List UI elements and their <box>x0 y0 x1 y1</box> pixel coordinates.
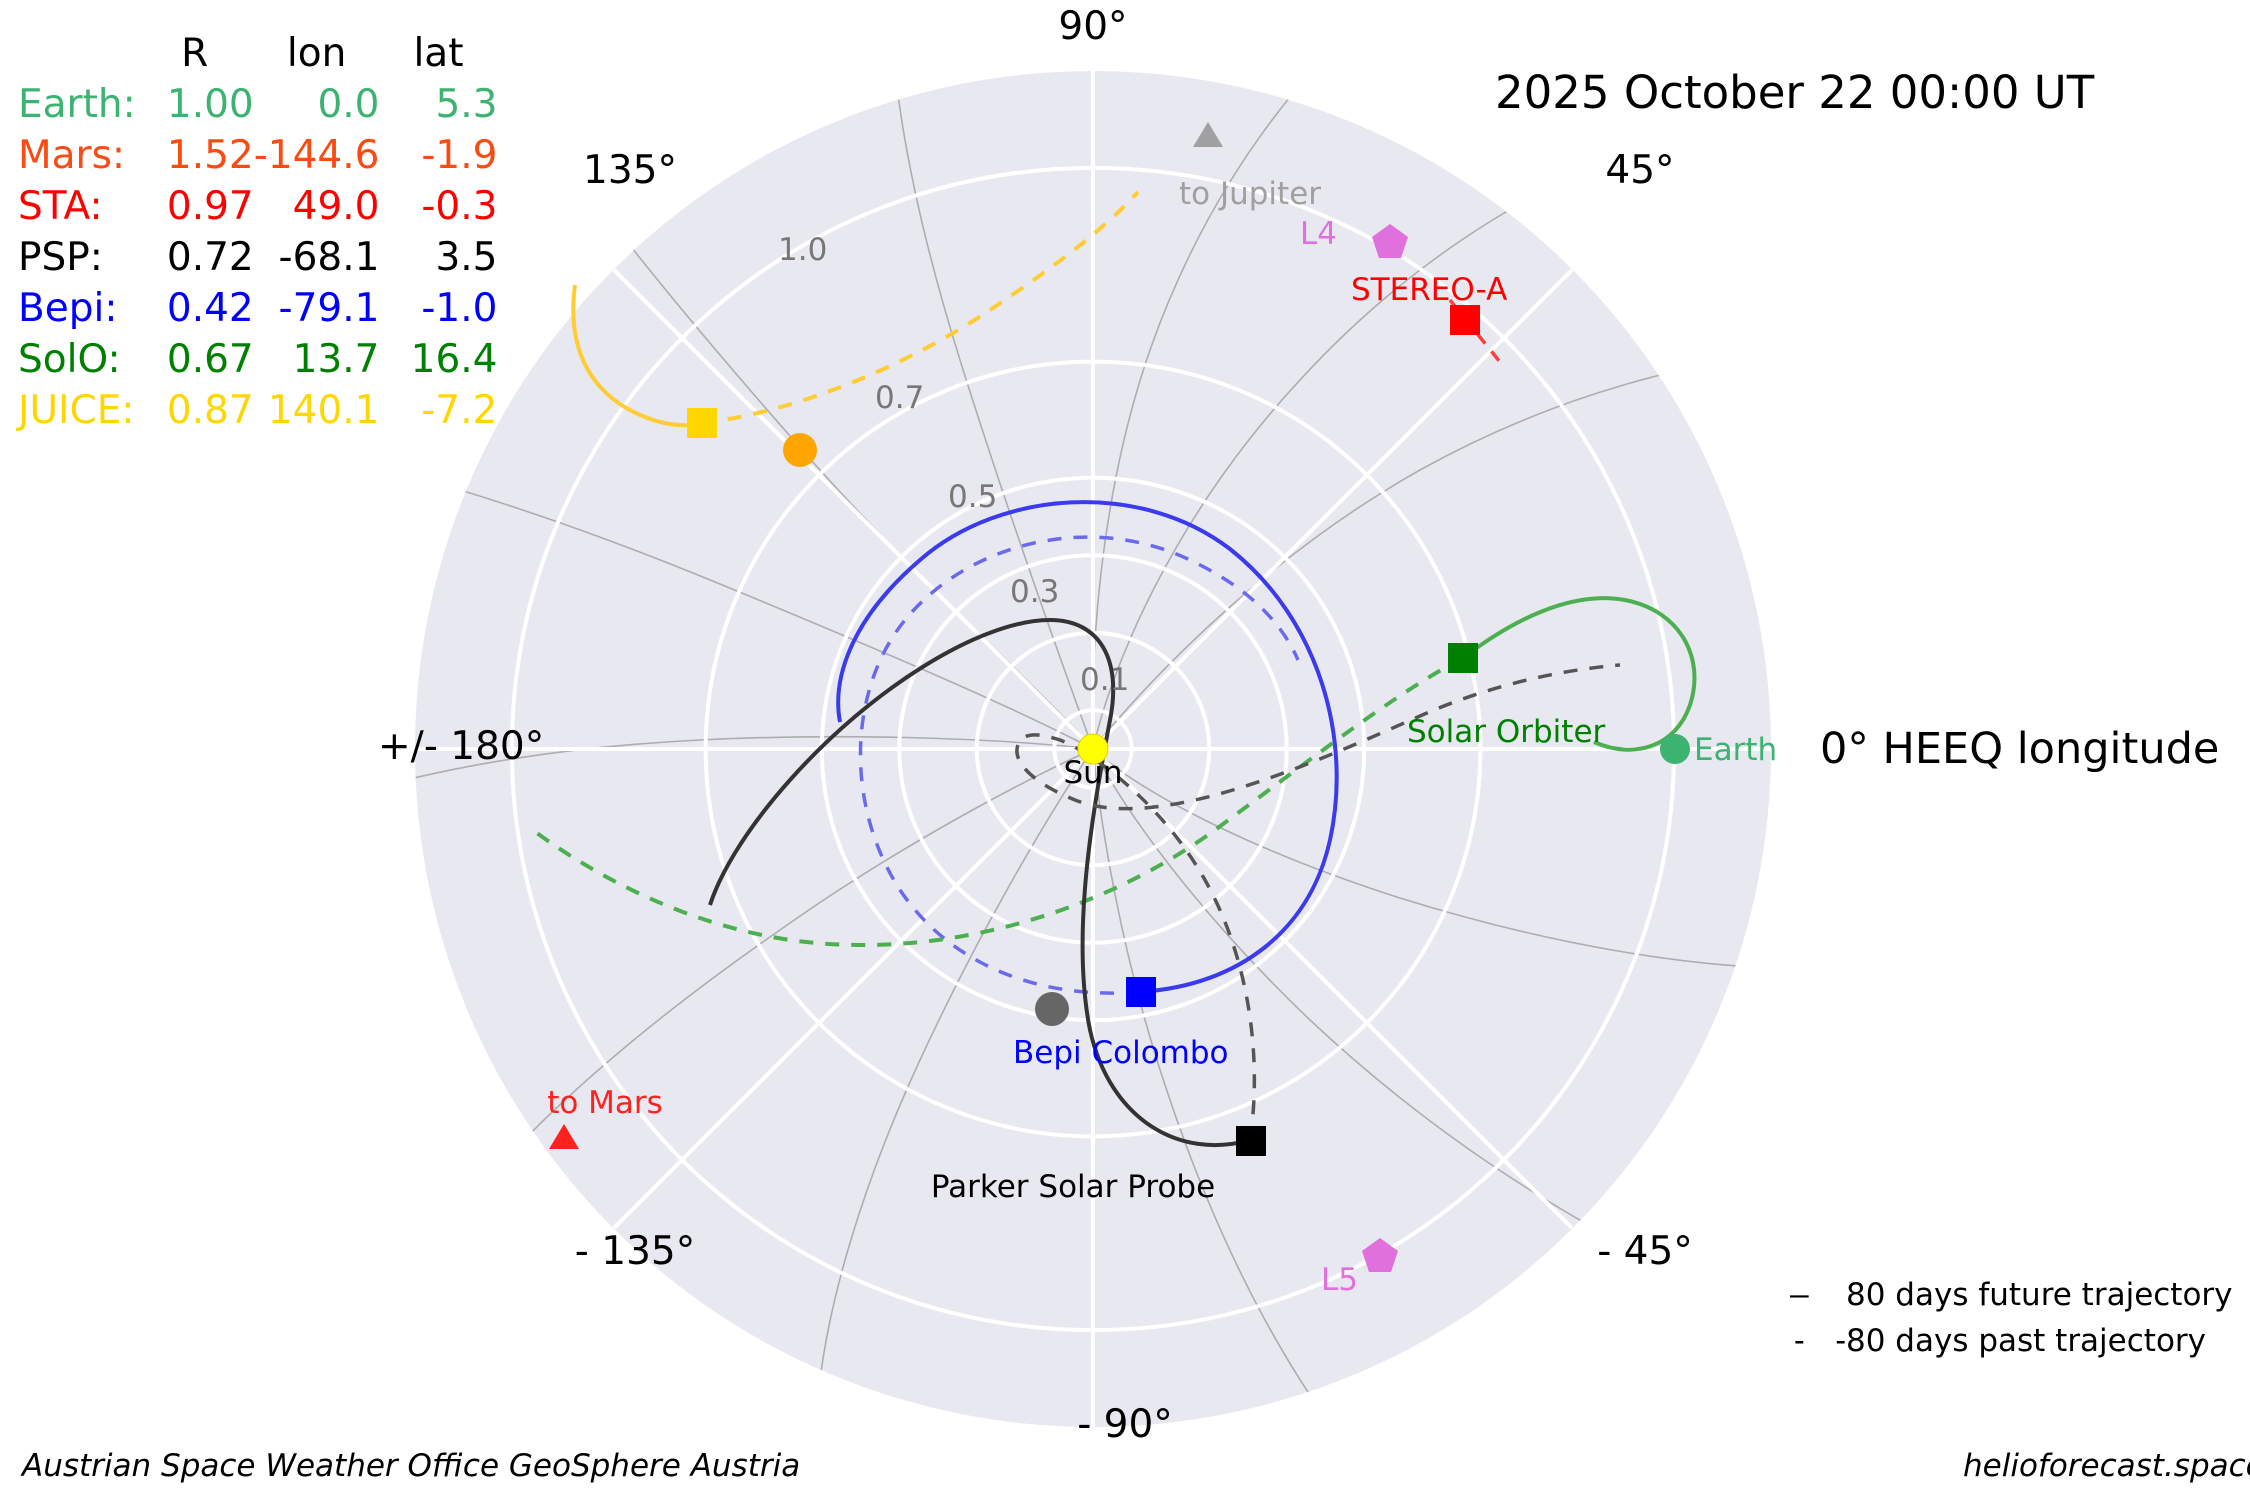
row-lon: 0.0 <box>317 82 380 127</box>
legend-label-past: 80 days past trajectory <box>1846 1323 2206 1359</box>
jupiter-label: to Jupiter <box>1179 176 1321 212</box>
solar-orbiter-marker <box>1448 643 1478 673</box>
row-lat: -1.9 <box>421 133 498 178</box>
l4-label: L4 <box>1300 216 1337 252</box>
stereo-a-label: STEREO-A <box>1351 272 1507 308</box>
table-row: Mars: 1.52 -144.6 -1.9 <box>18 136 497 187</box>
row-name: Earth: <box>18 82 136 127</box>
mars-label: to Mars <box>547 1085 663 1121</box>
psp-marker <box>1236 1126 1266 1156</box>
row-r: 0.87 <box>166 388 254 433</box>
radial-tick-0-3: 0.3 <box>1010 574 1059 610</box>
row-r: 0.97 <box>166 184 254 229</box>
footer-website: helioforecast.space <box>1963 1448 2250 1484</box>
mercury-marker <box>1035 992 1069 1026</box>
mars-marker <box>549 1124 579 1149</box>
row-r: 0.72 <box>166 235 254 280</box>
sun-label: Sun <box>1064 755 1123 791</box>
row-name: STA: <box>18 184 103 229</box>
position-table: R lon lat Earth: 1.00 0.0 5.3 Mars: 1.52 -144.… <box>18 34 497 442</box>
row-name: JUICE: <box>18 388 135 433</box>
legend-label-future: 80 days future trajectory <box>1846 1277 2233 1313</box>
l5-marker <box>1362 1238 1398 1272</box>
row-lat: -0.3 <box>421 184 498 229</box>
trajectory-juice-past <box>701 190 1140 425</box>
row-r: 1.00 <box>166 82 254 127</box>
angle-label: 135° <box>583 148 677 193</box>
row-r: 0.42 <box>166 286 254 331</box>
heeq-axis-caption: 0° HEEQ longitude <box>1820 724 2220 774</box>
juice-marker <box>687 408 717 438</box>
bepi-colombo-label: Bepi Colombo <box>1013 1035 1229 1071</box>
radial-tick-0-1: 0.1 <box>1080 662 1129 698</box>
table-row: PSP: 0.72 -68.1 3.5 <box>18 238 497 289</box>
psp-label: Parker Solar Probe <box>931 1169 1215 1205</box>
row-lat: 16.4 <box>410 337 498 382</box>
angle-label: 45° <box>1605 148 1675 193</box>
radial-tick-labels: 1.0 0.7 0.5 0.3 0.1 <box>778 232 1129 698</box>
legend-row-past: - - 80 days past trajectory <box>1790 1318 2233 1364</box>
earth-label: Earth <box>1694 732 1777 768</box>
row-lon: 140.1 <box>267 388 380 433</box>
row-lon: -79.1 <box>278 286 380 331</box>
table-row: STA: 0.97 49.0 -0.3 <box>18 187 497 238</box>
radial-tick-0-5: 0.5 <box>948 479 997 515</box>
radial-tick-0-7: 0.7 <box>875 380 924 416</box>
jupiter-marker <box>1193 122 1223 147</box>
solar-orbiter-label: Solar Orbiter <box>1407 714 1606 750</box>
row-r: 0.67 <box>166 337 254 382</box>
row-lat: -1.0 <box>421 286 498 331</box>
stereo-a-marker <box>1450 305 1480 335</box>
footer-organization: Austrian Space Weather Office GeoSphere … <box>22 1448 801 1484</box>
dashed-line-icon: - - <box>1790 1323 1852 1359</box>
earth-marker <box>1660 734 1690 764</box>
trajectory-solo-future <box>1461 596 1697 752</box>
row-r: 1.52 <box>166 133 254 178</box>
row-lon: 49.0 <box>292 184 380 229</box>
table-header-row: R lon lat <box>18 34 497 85</box>
legend-row-future: — 80 days future trajectory <box>1790 1272 2233 1318</box>
sun-marker <box>1077 733 1109 765</box>
row-lat: 3.5 <box>435 235 498 280</box>
angle-label: 90° <box>1058 4 1128 49</box>
trajectory-bepi-future <box>836 500 1339 994</box>
angle-label: +/- 180° <box>378 724 545 769</box>
table-header-lon: lon <box>286 31 347 76</box>
trajectory-sta-past <box>1448 298 1502 364</box>
row-name: SolO: <box>18 337 121 382</box>
row-lon: 13.7 <box>292 337 380 382</box>
trajectory-psp-future <box>708 617 1251 1147</box>
table-header-lat: lat <box>413 31 464 76</box>
trajectory-psp-past <box>1015 663 1621 1141</box>
table-row: Earth: 1.00 0.0 5.3 <box>18 85 497 136</box>
l5-label: L5 <box>1321 1262 1358 1298</box>
venus-marker <box>783 433 817 467</box>
solid-line-icon: — <box>1790 1277 1811 1313</box>
table-header-r: R <box>181 31 209 76</box>
row-lat: -7.2 <box>421 388 498 433</box>
row-lon: -144.6 <box>253 133 380 178</box>
row-lat: 5.3 <box>435 82 498 127</box>
bepi-colombo-marker <box>1126 977 1156 1007</box>
radial-tick-1-0: 1.0 <box>778 232 827 268</box>
row-name: Mars: <box>18 133 126 178</box>
angle-label: - 135° <box>574 1229 696 1274</box>
row-name: PSP: <box>18 235 103 280</box>
table-row: SolO: 0.67 13.7 16.4 <box>18 340 497 391</box>
trajectory-bepi-past <box>858 535 1300 995</box>
table-row: Bepi: 0.42 -79.1 -1.0 <box>18 289 497 340</box>
row-lon: -68.1 <box>278 235 380 280</box>
angle-label: - 45° <box>1597 1229 1693 1274</box>
table-row: JUICE: 0.87 140.1 -7.2 <box>18 391 497 442</box>
page-title: 2025 October 22 00:00 UT <box>1495 66 2095 119</box>
trajectory-solo-past <box>528 656 1464 948</box>
angle-label: - 90° <box>1077 1402 1173 1447</box>
l4-marker <box>1372 224 1408 258</box>
trajectory-legend: — 80 days future trajectory - - 80 days … <box>1790 1272 2233 1364</box>
row-name: Bepi: <box>18 286 118 331</box>
table-header-blank <box>18 34 136 85</box>
